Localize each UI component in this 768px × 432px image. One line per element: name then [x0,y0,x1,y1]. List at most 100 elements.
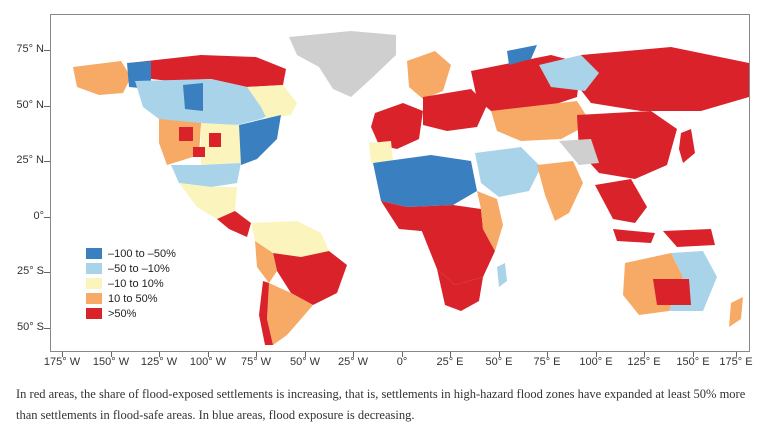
region-africa-sahel [381,201,483,233]
x-tick [62,352,63,357]
region-sa-brazil [273,251,347,305]
legend-label: >50% [108,307,137,320]
region-europe-west [371,103,423,149]
y-tick [44,328,50,329]
region-central-asia [491,101,591,141]
legend-label: 10 to 50% [108,292,158,305]
region-greenland [289,31,396,97]
x-tick [353,352,354,357]
x-axis-label: 175° E [719,356,753,368]
region-china [577,111,677,179]
legend-swatch [86,308,102,319]
x-tick [305,352,306,357]
legend-item: 10 to 50% [86,291,176,306]
map-frame [50,14,750,352]
legend-swatch [86,278,102,289]
x-axis-label: 0° [396,356,408,368]
x-tick [402,352,403,357]
x-axis-label: 100° W [189,356,227,368]
region-russia-east [577,47,749,111]
x-axis-label: 75° W [240,356,272,368]
x-tick [499,352,500,357]
x-axis-label: 75° E [533,356,561,368]
region-alaska [73,61,131,95]
region-africa-central [421,229,495,285]
region-indonesia-1 [613,229,655,243]
y-tick [44,161,50,162]
legend-item: –50 to –10% [86,261,176,276]
region-sa-south [267,283,313,345]
y-axis-label: 25° N [16,154,44,166]
region-new-zealand [729,297,743,327]
x-tick [111,352,112,357]
region-usa-east [239,115,281,165]
x-axis-label: 150° W [92,356,130,368]
y-axis-label: 50° N [16,99,44,111]
x-axis-label: 50° E [485,356,513,368]
region-madagascar [497,263,507,287]
region-canada-hudson [183,83,203,111]
legend-label: –10 to 10% [108,277,164,290]
x-axis-label: 50° W [289,356,321,368]
region-india [537,161,583,221]
legend-item: –10 to 10% [86,276,176,291]
region-africa-east [477,191,503,251]
legend-swatch [86,293,102,304]
region-usa-red-3 [193,147,205,157]
world-map [73,31,749,345]
y-tick [44,50,50,51]
region-usa-south [171,163,241,187]
region-se-asia [595,179,647,223]
y-tick [44,106,50,107]
region-usa-red-2 [209,133,221,147]
x-tick [159,352,160,357]
region-canada-north [129,55,286,87]
region-siberia-blue [539,55,599,91]
figure-caption: In red areas, the share of flood-exposed… [16,387,746,422]
legend-swatch [86,248,102,259]
y-axis-label: 50° S [16,321,44,333]
y-axis-label: 25° S [16,265,44,277]
region-australia-red [653,279,691,305]
region-japan [679,129,695,163]
region-africa-north [373,155,477,207]
region-canada-east [247,85,297,119]
region-iberia [369,141,393,163]
map-legend: –100 to –50% –50 to –10% –10 to 10% 10 t… [86,246,176,321]
legend-label: –100 to –50% [108,247,176,260]
region-mexico [179,183,237,219]
x-tick [693,352,694,357]
x-tick [547,352,548,357]
region-indonesia-2 [663,229,715,247]
y-tick [44,217,50,218]
region-sa-north [251,221,329,257]
x-tick [644,352,645,357]
legend-swatch [86,263,102,274]
x-axis-label: 150° E [676,356,710,368]
region-usa-red-1 [179,127,193,141]
x-axis-label: 100° E [579,356,613,368]
y-tick [44,272,50,273]
region-scandinavia [407,51,451,99]
legend-item: –100 to –50% [86,246,176,261]
x-axis-label: 25° W [337,356,369,368]
x-tick [596,352,597,357]
region-usa-west [159,119,201,165]
x-tick [256,352,257,357]
legend-item: >50% [86,306,176,321]
region-middle-east [475,147,541,197]
x-axis-label: 125° E [627,356,661,368]
x-tick [208,352,209,357]
region-africa-south [437,269,483,311]
x-axis-label: 175° W [43,356,81,368]
x-tick [736,352,737,357]
y-axis-label: 0° [33,210,44,222]
x-axis-label: 125° W [140,356,178,368]
y-axis-label: 75° N [16,43,44,55]
x-axis-label: 25° E [436,356,464,368]
region-central-america [217,211,251,237]
region-himalaya [559,139,599,165]
legend-label: –50 to –10% [108,262,170,275]
region-novaya-zemlya [507,45,537,65]
region-canada-central [135,79,287,127]
